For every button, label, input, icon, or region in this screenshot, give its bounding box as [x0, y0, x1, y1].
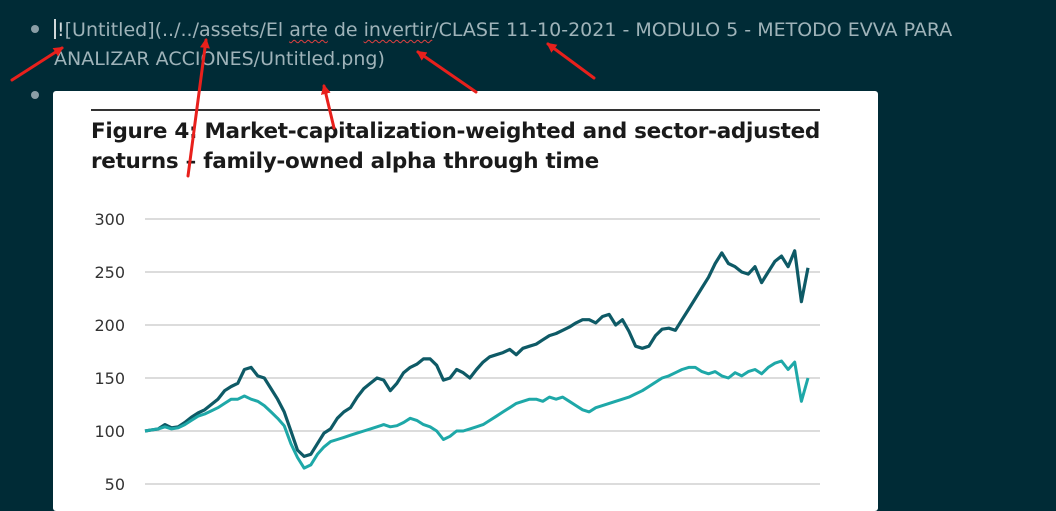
figure-title: Figure 4: Market-capitalization-weighted… [91, 119, 820, 174]
bullet-dot-icon [31, 25, 39, 33]
embedded-figure-image[interactable]: Figure 4: Market-capitalization-weighted… [53, 91, 878, 511]
y-tick-label: 250 [94, 263, 125, 282]
spellcheck-word-arte[interactable]: arte [289, 19, 328, 41]
series-line-1 [144, 359, 810, 470]
y-tick-label: 150 [94, 369, 125, 388]
cursor-char: ! [57, 19, 65, 41]
link-text-part-2: de [327, 19, 364, 41]
markdown-image-link-text[interactable]: ![Untitled](../../assets/El arte de inve… [54, 16, 1014, 74]
link-text-part-3: /CLASE 11-10-2021 - MODULO 5 - METODO EV… [54, 19, 953, 70]
figure-top-rule [91, 109, 820, 111]
link-text-part-1: [Untitled](../../assets/El [64, 19, 290, 41]
text-cursor [54, 19, 56, 39]
y-tick-label: 50 [105, 475, 125, 494]
bullet-dot-icon [31, 91, 39, 99]
spellcheck-word-invertir[interactable]: invertir [363, 19, 433, 41]
y-tick-label: 300 [94, 210, 125, 229]
y-tick-label: 200 [94, 316, 125, 335]
line-chart: 50 100 150 200 250 300 [94, 210, 820, 494]
series-line-0 [144, 249, 810, 458]
y-tick-label: 100 [94, 422, 125, 441]
